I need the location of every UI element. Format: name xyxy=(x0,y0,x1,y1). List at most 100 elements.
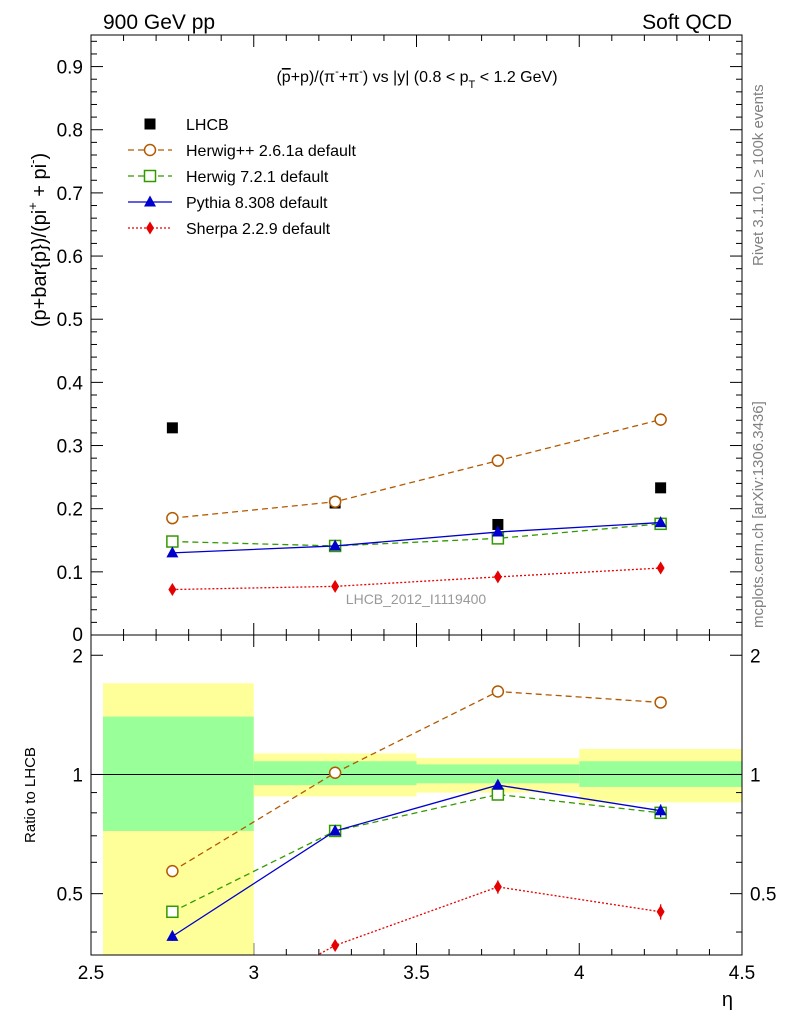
legend-marker-herwig-7-2-1-default xyxy=(143,169,157,183)
ylabel-sup1: + xyxy=(25,202,40,210)
ratio-ticks: 0.5 0.5 1 1 2 2 2.5 3 3.5 4 4.5 xyxy=(57,646,777,984)
ratio-herwig-7-2-1-default-point xyxy=(491,788,505,801)
mcplots-label: mcplots.cern.ch [arXiv:1306.3436] xyxy=(750,401,767,628)
legend-marker-sherpa-2-2-9-default xyxy=(146,221,154,235)
x-tick-label: 4 xyxy=(574,963,585,984)
ratio-pythia-8-308-default-line xyxy=(172,784,661,937)
herwig-2-6-1a-default-point xyxy=(328,495,342,508)
ratio-y-tick-label: 0.5 xyxy=(57,885,83,906)
sherpa-2-2-9-default-point xyxy=(331,579,340,593)
title-part-d: - xyxy=(335,66,339,78)
ylabel-sup2: - xyxy=(25,160,40,164)
sherpa-2-2-9-default-point xyxy=(656,561,665,575)
title-part-h: T xyxy=(469,79,476,91)
main-title: (p+p)/(π-+π-) vs |y| (0.8 < pT < 1.2 GeV… xyxy=(276,66,557,91)
ratio-pythia-8-308-default-point xyxy=(654,804,667,816)
title-part-a: ( xyxy=(276,69,282,86)
lhcb-point xyxy=(655,482,667,494)
ratio-series-group xyxy=(166,685,667,955)
title-part-i: < 1.2 GeV) xyxy=(475,69,557,86)
ratio-pythia-8-308-default-point xyxy=(491,778,504,790)
herwig-2-6-1a-default-line xyxy=(172,419,661,519)
watermark: LHCB_2012_I1119400 xyxy=(346,591,487,607)
ratio-herwig-2-6-1a-default-point xyxy=(654,696,667,709)
ratio-y-tick-label: 1 xyxy=(72,765,83,786)
ratio-herwig-2-6-1a-default-line xyxy=(172,690,661,872)
ylabel-mid: + pi xyxy=(29,164,51,202)
title-part-g: ) vs |y| (0.8 < p xyxy=(363,69,469,86)
legend-label-sherpa-2-2-9-default: Sherpa 2.2.9 default xyxy=(186,221,331,238)
y-tick-label: 0.9 xyxy=(57,58,83,79)
herwig-7-2-1-default-point xyxy=(166,535,179,548)
y-tick-label: 0.1 xyxy=(57,563,83,584)
ratio-pythia-8-308-default-point xyxy=(166,929,179,941)
main-ylabel: (p+bar{p})/(pi+ + pi-) xyxy=(25,153,51,327)
legend: LHCB Herwig++ 2.6.1a default Herwig 7.2.1 … xyxy=(128,117,356,238)
title-part-f: - xyxy=(359,66,363,78)
y-tick-label: 0.7 xyxy=(57,184,83,205)
y-tick-label: 0.8 xyxy=(57,121,83,142)
legend-marker-pythia-8-308-default xyxy=(144,195,156,207)
title-part-pbar: p xyxy=(282,69,291,86)
herwig-7-2-1-default-line xyxy=(172,523,661,547)
ratio-y-tick-label-right: 2 xyxy=(750,646,761,667)
y-tick-label: 0.4 xyxy=(57,373,84,394)
ratio-bands xyxy=(103,683,742,955)
main-series-group xyxy=(166,413,667,597)
legend-marker-herwig-2-6-1a-default xyxy=(143,143,157,157)
pythia-8-308-default-point xyxy=(329,539,342,551)
legend-label-lhcb: LHCB xyxy=(186,117,229,134)
ratio-herwig-2-6-1a-default-point xyxy=(491,685,505,698)
ratio-stat-band xyxy=(103,716,254,831)
legend-label-pythia-8-308-default: Pythia 8.308 default xyxy=(186,195,328,212)
ratio-y-tick-label-right: 1 xyxy=(750,765,761,786)
ratio-y-tick-label: 2 xyxy=(72,646,83,667)
x-tick-label: 3 xyxy=(248,963,259,984)
lhcb-point xyxy=(166,422,178,434)
sherpa-2-2-9-default-point xyxy=(493,570,502,584)
lhcb-point xyxy=(492,518,504,530)
y-tick-label: 0.5 xyxy=(57,310,83,331)
pythia-8-308-default-point xyxy=(654,516,667,528)
main-x-ticks xyxy=(90,35,743,955)
ratio-herwig-7-2-1-default-point xyxy=(166,905,179,919)
ratio-sherpa-2-2-9-default-line xyxy=(316,886,661,955)
herwig-2-6-1a-default-point xyxy=(654,413,667,426)
ratio-sherpa-2-2-9-default-point xyxy=(656,905,665,919)
y-tick-label: 0.6 xyxy=(57,247,83,268)
y-tick-label: 0.3 xyxy=(57,437,83,458)
ratio-y-tick-label-right: 0.5 xyxy=(750,885,776,906)
ratio-herwig-2-6-1a-default-point xyxy=(166,864,179,878)
title-part-e: +π xyxy=(339,69,359,86)
header-right: Soft QCD xyxy=(642,11,732,34)
rivet-label: Rivet 3.1.10, ≥ 100k events xyxy=(750,84,767,266)
sherpa-2-2-9-default-point xyxy=(168,583,177,597)
legend-label-herwig-7-2-1-default: Herwig 7.2.1 default xyxy=(186,169,329,186)
legend-marker-lhcb xyxy=(144,118,156,130)
herwig-2-6-1a-default-point xyxy=(491,454,505,467)
ratio-sherpa-2-2-9-default-point xyxy=(493,880,502,894)
header-left: 900 GeV pp xyxy=(103,11,215,34)
pythia-8-308-default-point xyxy=(491,525,504,537)
legend-label-herwig-2-6-1a-default: Herwig++ 2.6.1a default xyxy=(186,143,356,160)
x-tick-label: 4.5 xyxy=(729,963,755,984)
ratio-panel-frame xyxy=(90,634,743,956)
title-part-c: +p)/(π xyxy=(291,69,335,86)
x-tick-label: 3.5 xyxy=(403,963,429,984)
pythia-8-308-default-line xyxy=(172,521,661,554)
x-tick-label: 2.5 xyxy=(78,963,104,984)
y-tick-label: 0.2 xyxy=(57,500,83,521)
x-axis-label: η xyxy=(722,989,733,1011)
ylabel-main: (p+bar{p})/(pi xyxy=(29,210,51,327)
herwig-2-6-1a-default-point xyxy=(166,511,179,525)
main-y-ticks: 0.1 0.2 0.3 0.4 0.5 0.6 0.7 0.8 0.9 0 xyxy=(57,40,742,646)
ratio-pythia-8-308-default-point xyxy=(329,824,342,836)
ratio-herwig-2-6-1a-default-point xyxy=(328,766,342,779)
ratio-stat-band xyxy=(416,764,580,784)
ylabel-end: ) xyxy=(29,153,51,160)
sherpa-2-2-9-default-line xyxy=(172,567,661,591)
ratio-ylabel: Ratio to LHCB xyxy=(22,747,39,843)
ratio-herwig-7-2-1-default-line xyxy=(172,793,661,913)
